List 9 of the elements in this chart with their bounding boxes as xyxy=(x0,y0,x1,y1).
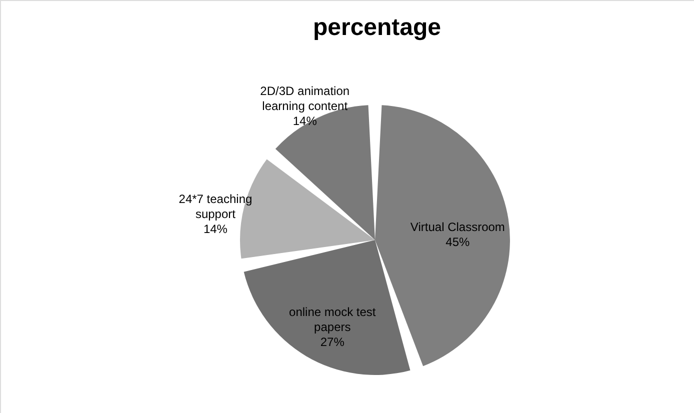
slice-label: 24*7 teaching support xyxy=(178,192,252,222)
data-label: 14% xyxy=(203,222,228,236)
chart-title: percentage xyxy=(312,14,442,41)
slice-label: Virtual Classroom xyxy=(410,220,505,234)
data-label: 27% xyxy=(320,335,345,350)
slice-label: online mock test papers xyxy=(289,305,376,334)
slice-label: 2D/3D animation learning content xyxy=(260,84,350,113)
data-label: 45% xyxy=(446,234,470,249)
data-label: 14% xyxy=(292,114,318,128)
